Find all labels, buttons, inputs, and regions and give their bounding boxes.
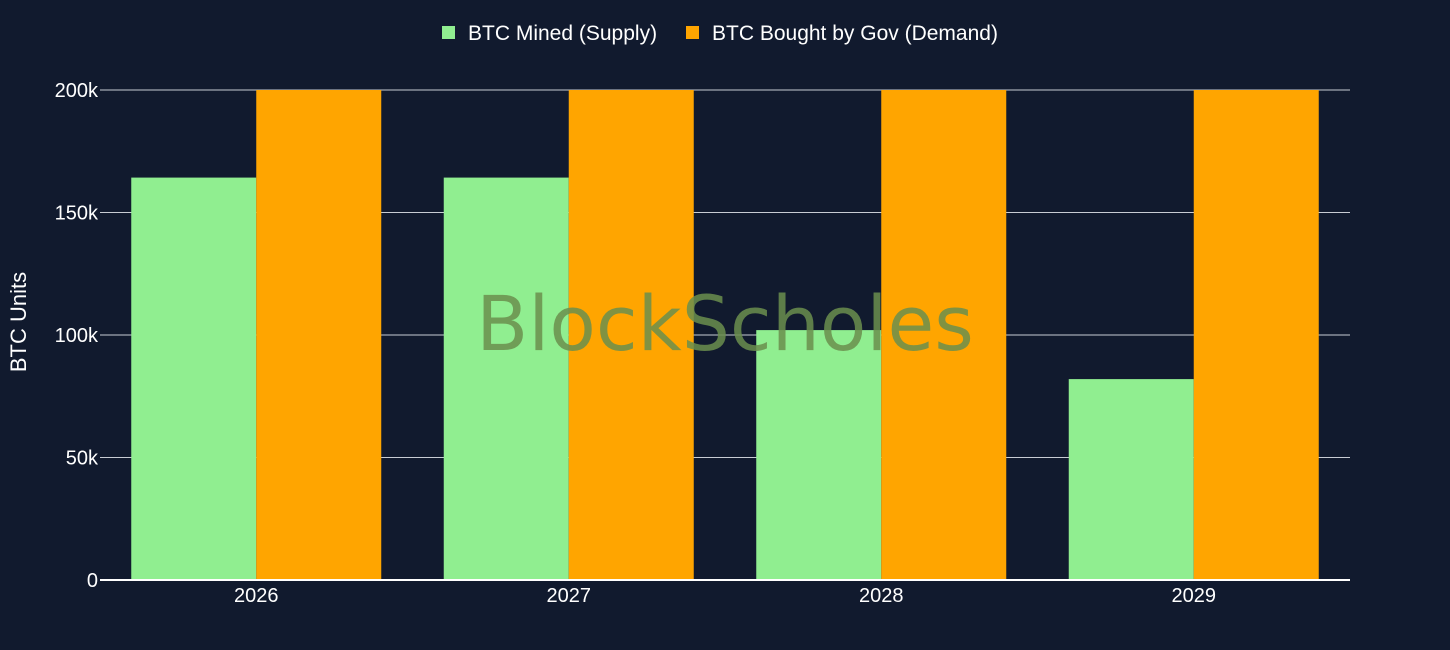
y-tick-label: 200k xyxy=(55,80,99,102)
y-tick-label: 50k xyxy=(66,448,99,470)
x-tick-label: 2029 xyxy=(1172,585,1217,607)
legend-item-supply[interactable]: BTC Mined (Supply) xyxy=(442,22,657,45)
legend-swatch xyxy=(686,26,699,39)
bar-supply-2026[interactable] xyxy=(131,177,257,580)
x-tick-label: 2026 xyxy=(234,585,279,607)
bar-supply-2029[interactable] xyxy=(1068,379,1194,580)
x-tick-label: 2027 xyxy=(547,585,592,607)
legend-item-demand[interactable]: BTC Bought by Gov (Demand) xyxy=(686,22,998,45)
legend-swatch xyxy=(442,26,455,39)
x-tick-label: 2028 xyxy=(859,585,904,607)
bar-supply-2028[interactable] xyxy=(756,330,882,580)
bar-demand-2028[interactable] xyxy=(881,90,1007,580)
bar-demand-2027[interactable] xyxy=(568,90,694,580)
legend-label: BTC Bought by Gov (Demand) xyxy=(712,22,998,45)
y-tick-label: 150k xyxy=(55,203,99,225)
axes: 0 50k 100k 150k 200k 2026 2027 2028 2029 xyxy=(55,80,1350,607)
bars xyxy=(131,90,1319,580)
bar-supply-2027[interactable] xyxy=(443,177,569,580)
legend[interactable]: BTC Mined (Supply) BTC Bought by Gov (Dem… xyxy=(442,22,998,45)
bar-demand-2026[interactable] xyxy=(256,90,382,580)
watermark-logo: BlockScholes xyxy=(476,279,974,368)
legend-label: BTC Mined (Supply) xyxy=(468,22,657,45)
y-tick-label: 0 xyxy=(87,570,98,592)
y-tick-label: 100k xyxy=(55,325,99,347)
bar-demand-2029[interactable] xyxy=(1193,90,1319,580)
y-axis-title: BTC Units xyxy=(6,272,31,372)
